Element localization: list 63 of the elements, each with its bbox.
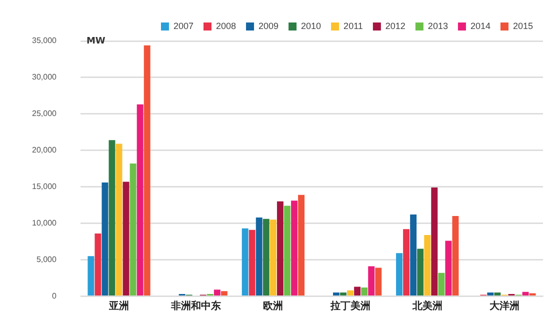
x-tick-label: 欧洲 [263,300,284,312]
bar [270,220,276,296]
bar [116,144,122,296]
bar [242,228,248,296]
x-tick-label: 北美洲 [411,300,442,312]
bar [298,194,305,296]
bar [494,292,501,296]
legend-label: 2011 [344,20,363,31]
x-tick-label: 非洲和中东 [170,300,222,312]
bar [136,104,144,296]
bar [361,287,368,296]
bar [88,256,94,296]
bar [354,286,361,296]
bar [522,292,529,296]
bar [108,140,116,296]
y-tick-label: 35,000 [32,36,58,46]
bar [375,268,382,296]
bar [122,182,130,296]
bar [144,45,150,296]
bar [452,216,459,296]
legend-label: 2009 [258,20,279,31]
legend-label: 2013 [428,20,448,31]
x-tick-label: 拉丁美洲 [329,300,370,312]
bar [431,188,438,296]
legend-label: 2010 [301,20,322,31]
y-tick-label: 20,000 [32,146,58,155]
y-tick-label: 0 [52,291,58,300]
x-tick-label: 大洋洲 [488,300,520,312]
legend-label: 2007 [173,20,194,31]
y-tick-label: 25,000 [32,109,58,118]
legend-label: 2012 [385,20,406,31]
y-tick-label: 30,000 [32,72,58,82]
bar [368,266,375,296]
bar [214,290,220,296]
bar [130,163,136,296]
bar [262,218,270,296]
legend-label: 2014 [470,20,490,31]
bar [220,291,228,296]
bar [256,217,262,296]
bar [347,290,354,296]
bar [291,200,298,296]
bar [487,292,494,296]
bar [102,182,108,296]
bar [424,234,431,296]
bar [417,248,424,296]
bar [94,233,102,296]
bar [438,272,445,296]
bar [396,253,403,296]
bar [333,292,340,296]
legend-label: 2008 [216,20,236,31]
y-tick-label: 15,000 [32,182,58,192]
x-tick-label: 亚洲 [108,300,130,312]
bar [248,230,256,296]
bar [284,206,290,296]
y-tick-label: 5,000 [36,254,58,264]
y-tick-label: 10,000 [32,218,58,228]
legend-label: 2015 [512,20,534,31]
bar [276,201,284,296]
bar [445,240,452,296]
bar [410,214,417,296]
bar [340,292,346,296]
bar [403,229,410,296]
y-axis-title: MW [86,36,106,46]
